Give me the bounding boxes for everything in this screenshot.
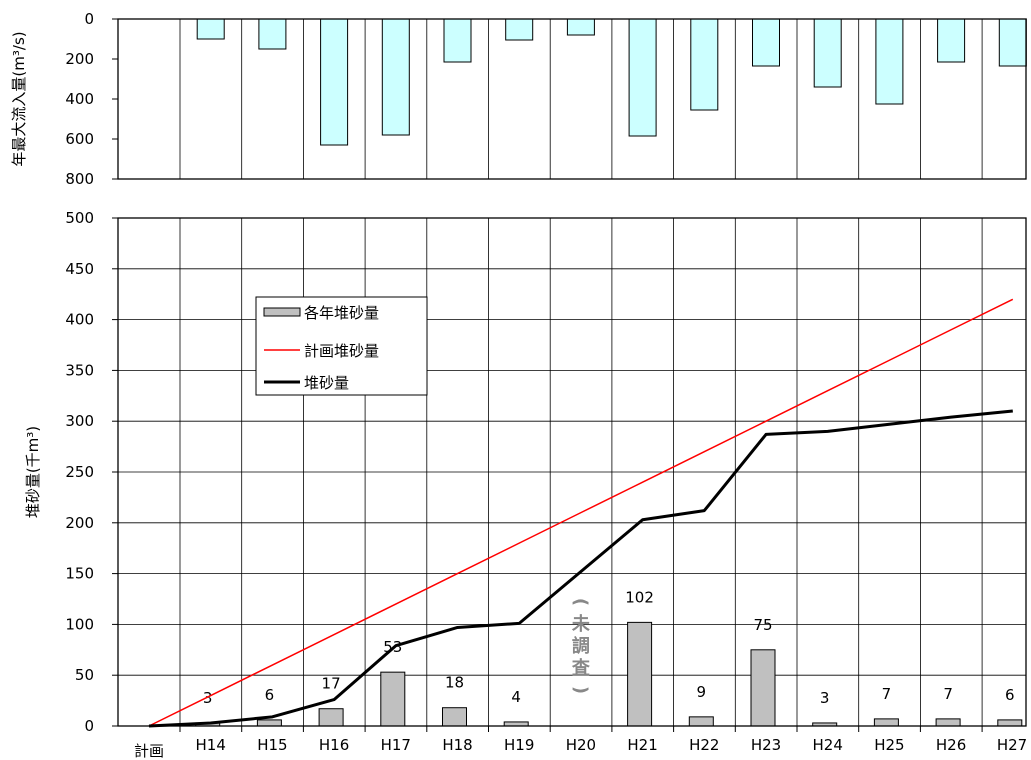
annual-sediment-bar-H15 [256,719,282,727]
bar-value-label-H19: 4 [511,688,521,706]
x-tick-label-H21: H21 [627,736,657,754]
legend-swatch-annual-bars [263,307,301,317]
inflow-y-axis-label: 年最大流入量(m³/s) [10,31,28,166]
bar-value-label-H23: 75 [753,616,772,634]
sediment-y-tick-label: 250 [65,463,94,481]
sediment-y-tick-label: 400 [65,311,94,329]
x-tick-label-H26: H26 [936,736,966,754]
not-surveyed-annotation: ( 未調査) [570,598,591,694]
bar-value-label-H21: 102 [625,588,654,606]
sediment-y-ticks: 0 50 100 150 200 250 300 350 400 450 500 [65,209,118,735]
legend: 各年堆砂量 計画堆砂量 堆砂量 [255,296,428,396]
annotation-char: 査 [572,657,590,679]
inflow-grid [179,19,983,179]
annual-sediment-bar-H21 [627,621,653,727]
legend-label-total: 堆砂量 [304,374,349,392]
annotation-char: 調 [572,635,590,657]
sediment-y-axis-label: 堆砂量(千m³) [24,426,42,518]
annual-sediment-bar-H18 [442,707,467,727]
annotation-char: ) [570,686,591,694]
bar-value-label-H24: 3 [820,689,830,707]
inflow-bar-H17 [381,18,410,136]
inflow-bar-H23 [752,18,780,67]
x-tick-label-H14: H14 [196,736,226,754]
annual-sediment-bar-H25 [873,718,899,727]
inflow-bars [196,18,1027,146]
inflow-bar-H21 [628,18,657,137]
sediment-y-tick-label: 200 [65,514,94,532]
inflow-y-tick-label: 800 [65,170,94,188]
inflow-y-tick-label: 200 [65,50,94,68]
annual-sediment-bar-H17 [380,671,406,727]
x-tick-label-H27: H27 [997,736,1027,754]
x-tick-label-H22: H22 [689,736,719,754]
x-tick-label-H15: H15 [257,736,287,754]
inflow-bar-H27 [998,18,1027,67]
inflow-bar-H20 [566,18,595,36]
annual-sediment-bar-H27 [997,719,1023,727]
inflow-bar-H19 [505,18,534,41]
bar-value-label-H26: 7 [943,685,953,703]
sediment-y-tick-label: 100 [65,615,94,633]
inflow-y-ticks: 0 200 400 600 800 [65,10,118,188]
annotation-char: 未 [572,614,591,635]
bar-value-label-H22: 9 [697,683,707,701]
bar-value-label-H18: 18 [445,674,464,692]
sediment-total-line [148,409,1013,728]
inflow-bar-H25 [875,18,904,105]
x-tick-label-計画: 計画 [134,742,164,760]
legend-label-plan: 計画堆砂量 [304,342,379,360]
inflow-bar-H22 [690,18,719,111]
inflow-bar-H18 [443,18,472,63]
sediment-y-tick-label: 300 [65,412,94,430]
annual-sediment-bar-H23 [750,649,776,727]
legend-label-annual: 各年堆砂量 [304,304,379,322]
inflow-bar-H16 [320,18,349,146]
annual-sediment-bar-H16 [318,708,344,727]
annual-sediment-bar-H22 [688,716,714,727]
sediment-y-tick-label: 450 [65,260,94,278]
inflow-y-tick-label: 400 [65,90,94,108]
x-tick-label-H17: H17 [381,736,411,754]
annotation-char: ( [570,598,591,606]
bar-value-label-H25: 7 [882,685,892,703]
x-tick-label-H25: H25 [874,736,904,754]
inflow-y-tick-label: 600 [65,130,94,148]
x-tick-label-H23: H23 [751,736,781,754]
inflow-bar-H26 [937,18,966,63]
inflow-bar-H15 [258,18,287,50]
sediment-y-tick-label: 500 [65,209,94,227]
planned-sediment-line [148,298,1014,727]
sediment-y-tick-label: 150 [65,565,94,583]
inflow-chart: 0 200 400 600 800 年最大流入量(m³/s) [10,10,1027,188]
sediment-y-tick-label: 350 [65,361,94,379]
bar-value-label-H27: 6 [1005,686,1015,704]
inflow-bar-H14 [196,18,225,40]
bar-value-label-H15: 6 [265,686,275,704]
sediment-y-tick-label: 50 [75,666,94,684]
category-x-ticks: 計画 H14 H15 H16 H17 H18 H19 H20 H21 H22 H23 H24 H25 H2… [134,726,1027,760]
x-tick-label-H24: H24 [813,736,843,754]
bar-value-label-H16: 17 [322,675,341,693]
x-tick-label-H16: H16 [319,736,349,754]
annual-sediment-bar-H26 [935,718,961,727]
bar-value-label-H14: 3 [203,689,213,707]
inflow-y-tick-label: 0 [84,10,94,28]
x-tick-label-H20: H20 [566,736,596,754]
sediment-y-tick-label: 0 [84,717,94,735]
sediment-total-polyline [148,409,1013,728]
x-tick-label-H19: H19 [504,736,534,754]
x-tick-label-H18: H18 [442,736,472,754]
inflow-bar-H24 [813,18,842,88]
